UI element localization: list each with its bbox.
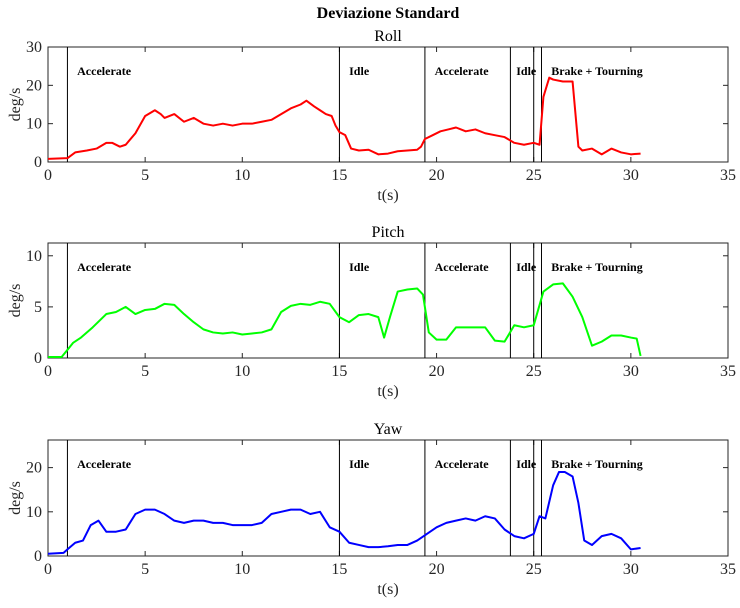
x-tick-label: 10 bbox=[234, 167, 250, 184]
figure-title: Deviazione Standard bbox=[317, 5, 460, 22]
x-tick-label: 5 bbox=[141, 363, 149, 380]
x-tick-label: 15 bbox=[331, 363, 347, 380]
y-axis-label: deg/s bbox=[7, 481, 24, 515]
x-axis-label: t(s) bbox=[377, 187, 398, 204]
x-tick-label: 0 bbox=[44, 561, 52, 578]
subplots: Roll 0 5 10 15 20 25 30 35 0 10 20 30 t(s) deg/s Accele… bbox=[7, 28, 736, 598]
plot-area bbox=[47, 242, 729, 359]
y-tick-label: 20 bbox=[26, 77, 42, 94]
plot-area bbox=[47, 439, 729, 557]
y-tick-label: 10 bbox=[26, 248, 42, 265]
y-tick-label: 30 bbox=[26, 39, 42, 56]
y-tick-label: 20 bbox=[26, 460, 42, 477]
y-tick-label: 0 bbox=[34, 350, 42, 367]
series-line-roll bbox=[47, 76, 641, 160]
phase-label: Idle bbox=[516, 64, 537, 78]
phase-label: Brake + Tourning bbox=[551, 457, 643, 471]
y-axis-label: deg/s bbox=[7, 88, 24, 122]
x-axis-label: t(s) bbox=[377, 383, 398, 400]
x-axis-label: t(s) bbox=[377, 581, 398, 598]
subplot-title: Pitch bbox=[372, 224, 405, 241]
phase-label: Accelerate bbox=[435, 64, 490, 78]
x-tick-label: 35 bbox=[720, 363, 736, 380]
x-tick-label: 0 bbox=[44, 167, 52, 184]
x-tick-label: 25 bbox=[526, 363, 542, 380]
x-tick-label: 20 bbox=[429, 561, 445, 578]
x-tick-label: 25 bbox=[526, 167, 542, 184]
x-tick-label: 5 bbox=[141, 561, 149, 578]
phase-label: Accelerate bbox=[77, 64, 132, 78]
x-tick-label: 35 bbox=[720, 167, 736, 184]
subplot-title: Roll bbox=[374, 28, 402, 45]
x-tick-label: 15 bbox=[331, 561, 347, 578]
y-tick-label: 0 bbox=[34, 154, 42, 171]
x-tick-label: 30 bbox=[623, 561, 639, 578]
subplot-roll: Roll 0 5 10 15 20 25 30 35 0 10 20 30 t(s) deg/s Accele… bbox=[7, 28, 736, 204]
x-tick-label: 20 bbox=[429, 363, 445, 380]
phase-label: Brake + Tourning bbox=[551, 260, 643, 274]
x-tick-label: 35 bbox=[720, 561, 736, 578]
series-line-pitch bbox=[48, 282, 642, 358]
x-tick-label: 5 bbox=[141, 167, 149, 184]
x-tick-label: 10 bbox=[234, 561, 250, 578]
phase-label: Brake + Tourning bbox=[551, 64, 643, 78]
phase-label: Accelerate bbox=[77, 260, 132, 274]
y-tick-label: 5 bbox=[34, 299, 42, 316]
series-line-yaw bbox=[47, 471, 641, 555]
phase-label: Idle bbox=[349, 64, 370, 78]
x-tick-label: 20 bbox=[429, 167, 445, 184]
y-tick-label: 0 bbox=[34, 548, 42, 565]
phase-label: Idle bbox=[516, 457, 537, 471]
x-tick-label: 10 bbox=[234, 363, 250, 380]
subplot-yaw: Yaw 0 5 10 15 20 25 30 35 0 10 20 t(s) deg/s Accelerat… bbox=[7, 421, 736, 598]
subplot-pitch: Pitch 0 5 10 15 20 25 30 35 0 5 10 t(s) deg/s Accelera… bbox=[7, 224, 736, 400]
phase-label: Idle bbox=[516, 260, 537, 274]
x-tick-label: 30 bbox=[623, 167, 639, 184]
phase-label: Accelerate bbox=[77, 457, 132, 471]
phase-label: Accelerate bbox=[435, 457, 490, 471]
y-tick-label: 10 bbox=[26, 504, 42, 521]
phase-label: Idle bbox=[349, 457, 370, 471]
phase-label: Accelerate bbox=[435, 260, 490, 274]
y-axis-label: deg/s bbox=[7, 284, 24, 318]
x-tick-label: 0 bbox=[44, 363, 52, 380]
x-tick-label: 25 bbox=[526, 561, 542, 578]
subplot-title: Yaw bbox=[374, 421, 403, 438]
y-tick-label: 10 bbox=[26, 116, 42, 133]
phase-label: Idle bbox=[349, 260, 370, 274]
x-tick-label: 30 bbox=[623, 363, 639, 380]
plot-area bbox=[47, 46, 729, 163]
x-tick-label: 15 bbox=[331, 167, 347, 184]
